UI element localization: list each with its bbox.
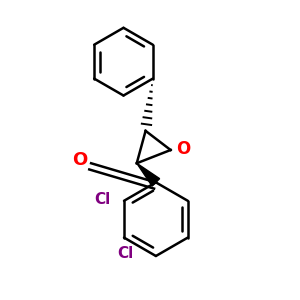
Text: Cl: Cl bbox=[94, 192, 110, 207]
Polygon shape bbox=[137, 163, 160, 186]
Text: Cl: Cl bbox=[117, 246, 134, 261]
Text: O: O bbox=[72, 151, 88, 169]
Text: O: O bbox=[176, 140, 190, 158]
